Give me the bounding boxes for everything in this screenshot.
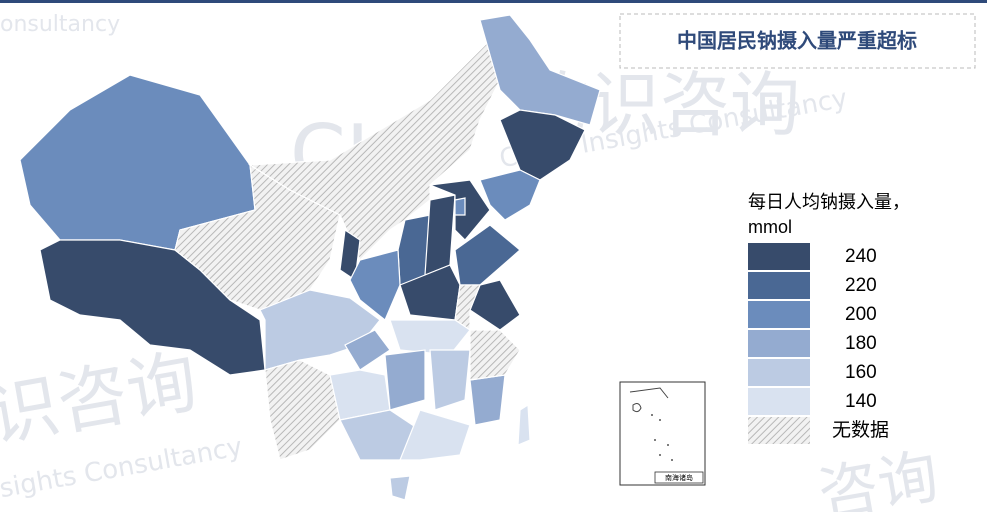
- region: [384, 349, 426, 411]
- region: [349, 249, 401, 321]
- legend: 240 220 200 180 160 140 无数据: [748, 243, 889, 444]
- region: [424, 194, 456, 276]
- legend-label: 220: [845, 275, 877, 296]
- region: [259, 289, 381, 371]
- region: [454, 224, 521, 286]
- title: 中国居民钠摄入量严重超标: [677, 29, 917, 53]
- region: [329, 369, 391, 421]
- inset-label-box: [654, 471, 704, 484]
- region: [344, 329, 391, 371]
- region: [389, 319, 471, 356]
- region: [469, 374, 506, 426]
- legend-unit: mmol: [748, 217, 792, 237]
- legend-label: 240: [845, 246, 877, 267]
- legend-label: 无数据: [832, 419, 889, 441]
- legend-swatch: [748, 330, 810, 357]
- title-box: [619, 13, 976, 69]
- legend-swatch: [748, 388, 810, 415]
- map: [19, 14, 601, 501]
- region: [429, 349, 471, 411]
- inset-label: 南海诸岛: [665, 473, 693, 482]
- legend-swatch: [748, 272, 810, 299]
- top-border: [0, 0, 987, 3]
- region: [174, 163, 341, 311]
- legend-label: 160: [845, 362, 877, 383]
- legend-title: 每日人均钠摄入量，: [748, 192, 910, 213]
- legend-label: 180: [845, 333, 877, 354]
- region: [517, 403, 531, 446]
- legend-label: 200: [845, 304, 877, 325]
- inset-islands: [651, 414, 673, 461]
- inset-coast: [629, 387, 669, 413]
- legend-swatch: [748, 243, 810, 270]
- region: [454, 284, 481, 332]
- region: [264, 359, 341, 461]
- legend-swatch: [748, 301, 810, 328]
- legend-swatch: [748, 359, 810, 386]
- legend-label: 140: [845, 391, 877, 412]
- region: [479, 14, 601, 126]
- region: [399, 409, 471, 461]
- inset-frame: [619, 381, 706, 486]
- watermark: onsultancy: [0, 12, 120, 37]
- watermark: 咨询: [813, 441, 943, 512]
- region: [389, 475, 411, 501]
- region: [454, 197, 466, 216]
- region: [479, 169, 541, 221]
- watermark: 识咨询: [0, 340, 203, 457]
- legend-swatch: [748, 417, 810, 444]
- region: [469, 329, 521, 381]
